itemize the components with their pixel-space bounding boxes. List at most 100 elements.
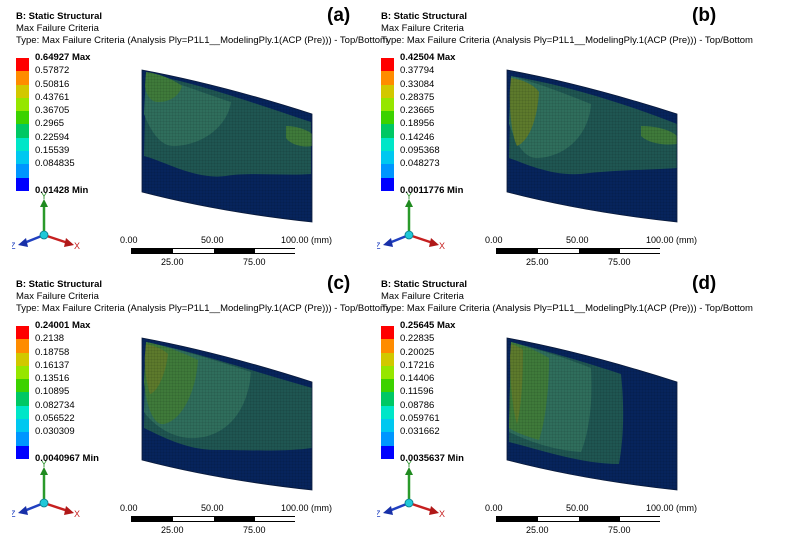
scale-bar-segment [620, 517, 661, 521]
analysis-title: B: Static Structural [16, 11, 103, 22]
legend-value: 0.2965 [35, 118, 65, 130]
mesh-overlay [507, 338, 677, 490]
legend-value: 0.15539 [35, 145, 70, 157]
legend-row: 0.18956 [381, 118, 521, 138]
legend-swatch [381, 352, 394, 366]
legend-value: 0.57872 [35, 65, 70, 77]
composite-plate-contour [141, 337, 313, 491]
legend-row: 0.50816 [16, 79, 156, 98]
legend-swatch [381, 164, 394, 178]
legend-row: 0.082734 [16, 400, 156, 420]
legend-row: 0.08786 [381, 400, 521, 420]
panel-label: (a) [327, 5, 351, 26]
scale-bar-segment [538, 517, 579, 521]
composite-plate-contour [506, 337, 678, 491]
legend-row: 0.10895 [16, 386, 156, 406]
z-axis-label: Z [12, 509, 16, 519]
scale-bar-segment [497, 517, 538, 521]
legend-max-value: 0.25645 Max [400, 320, 456, 331]
scale-bar-track [131, 248, 296, 254]
y-axis-label: Y [41, 193, 47, 201]
panel-header: B: Static Structural Max Failure Criteria… [16, 279, 388, 315]
scale-bar-segment [497, 249, 538, 253]
legend-row: 0.14406 [381, 373, 521, 393]
legend-swatch [16, 111, 29, 125]
legend-row: 0.030309 [16, 426, 156, 446]
scale-top-label: 100.00 (mm) [281, 235, 333, 245]
scale-bar-segment [173, 517, 214, 521]
scale-bar-segment [579, 249, 620, 253]
plate-outline [506, 69, 678, 223]
scale-bar-segment [579, 517, 620, 521]
origin-sphere [39, 498, 49, 508]
x-arrowhead [429, 506, 439, 515]
result-name: Max Failure Criteria [16, 23, 99, 34]
legend-swatch [381, 339, 394, 353]
legend-swatch [381, 326, 394, 340]
panel-header: B: Static Structural Max Failure Criteria… [16, 11, 388, 47]
legend-swatch [16, 379, 29, 393]
y-arrowhead [405, 199, 413, 207]
legend-swatch [16, 432, 29, 446]
legend-row: 0.15539 [16, 145, 156, 165]
legend-swatch [16, 84, 29, 98]
legend-row [16, 177, 156, 191]
legend-row: 0.33084 [381, 79, 521, 98]
legend-row: 0.16137 [16, 360, 156, 380]
plate-outline [141, 337, 313, 491]
z-arrowhead [18, 506, 28, 515]
scale-bar-track [496, 248, 661, 254]
legend-swatch [381, 445, 394, 459]
legend-swatch [16, 326, 29, 340]
legend-swatch [381, 405, 394, 420]
legend-value: 0.36705 [35, 105, 70, 117]
scale-bar-segment [173, 249, 214, 253]
color-legend: 0.25645 Max 0.22835 0.20025 0.17216 0.14406 0… [381, 320, 521, 464]
mesh-overlay [507, 70, 677, 222]
legend-max-value: 0.24001 Max [35, 320, 91, 331]
legend-swatch [16, 352, 29, 366]
legend-value: 0.031662 [400, 426, 440, 438]
legend-value: 0.50816 [35, 78, 70, 90]
scale-bar: 0.00 50.00 100.00 (mm) 25.00 75.00 [480, 503, 697, 535]
scale-top-label: 0.00 [485, 503, 503, 513]
z-arrowhead [18, 238, 28, 247]
legend-row: 0.43761 [16, 92, 156, 112]
y-axis-label: Y [406, 461, 412, 469]
legend-value: 0.23665 [400, 105, 435, 117]
legend-swatch [16, 405, 29, 420]
legend-value: 0.28375 [400, 91, 435, 103]
legend-value: 0.13516 [35, 373, 70, 385]
composite-plate-contour [141, 69, 313, 223]
legend-value: 0.22594 [35, 131, 70, 143]
scale-bar-segment [214, 249, 255, 253]
legend-row: 0.20025 [381, 347, 521, 366]
scale-bar: 0.00 50.00 100.00 (mm) 25.00 75.00 [480, 235, 697, 267]
scale-top-label: 100.00 (mm) [281, 503, 333, 513]
x-axis-label: X [74, 241, 80, 251]
legend-swatch [16, 339, 29, 353]
scale-bar-segment [538, 249, 579, 253]
legend-min-value: 0.0040967 Min [35, 453, 99, 464]
x-arrowhead [64, 238, 74, 247]
origin-sphere [39, 230, 49, 240]
legend-value: 0.048273 [400, 158, 440, 170]
legend-row: 0.059761 [381, 413, 521, 433]
scale-bar: 0.00 50.00 100.00 (mm) 25.00 75.00 [115, 503, 332, 535]
x-axis-label: X [74, 509, 80, 519]
legend-row: 0.28375 [381, 92, 521, 112]
result-type: Type: Max Failure Criteria (Analysis Ply… [16, 35, 388, 46]
legend-swatch [16, 137, 29, 152]
scale-bar-track [496, 516, 661, 522]
legend-row [381, 177, 521, 191]
coordinate-triad-icon: Y X Z [377, 193, 445, 251]
scale-top-label: 0.00 [120, 503, 138, 513]
legend-swatch [381, 379, 394, 393]
legend-value: 0.082734 [35, 399, 75, 411]
scale-bottom-label: 75.00 [608, 525, 631, 535]
legend-value: 0.37794 [400, 65, 435, 77]
panel-label: (b) [692, 5, 717, 26]
legend-value: 0.16137 [35, 359, 70, 371]
legend-row: 0.11596 [381, 386, 521, 406]
legend-max-value: 0.64927 Max [35, 52, 91, 63]
